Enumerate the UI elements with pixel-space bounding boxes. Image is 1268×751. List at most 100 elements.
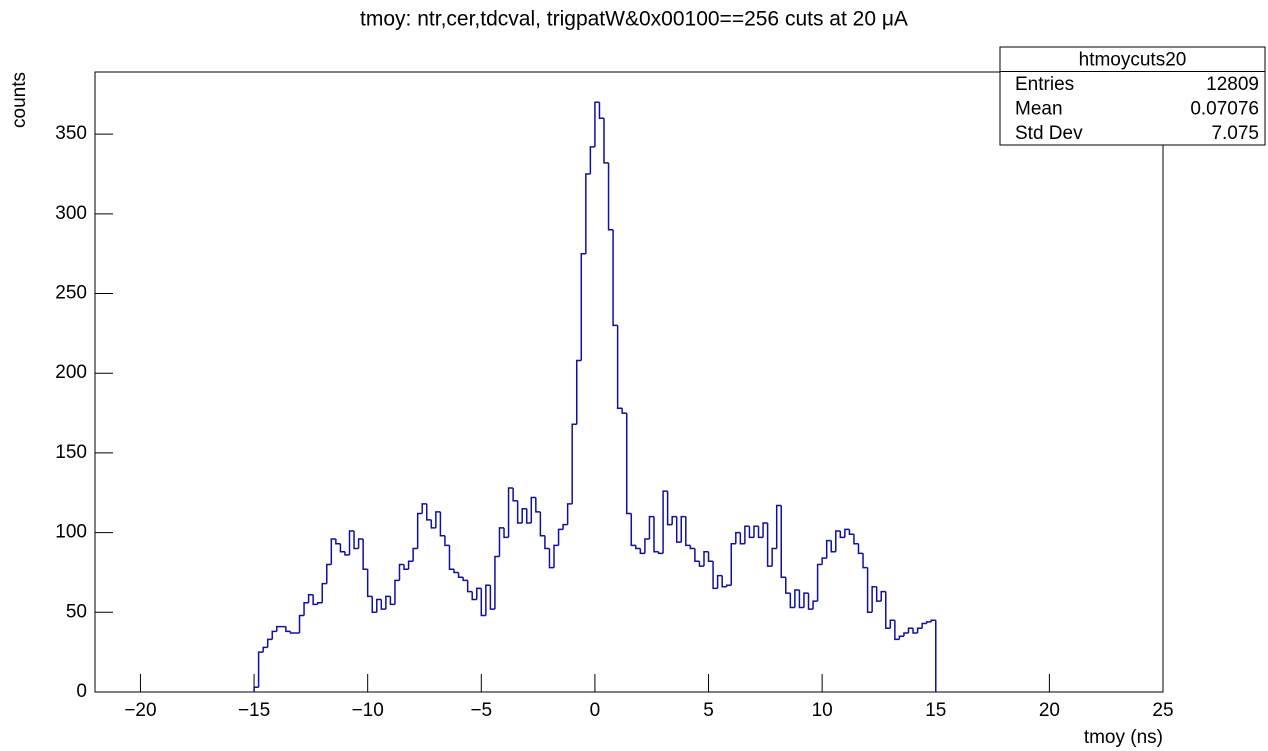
histogram-bin xyxy=(394,579,400,605)
y-tick-label: 100 xyxy=(55,522,87,543)
histogram-bin xyxy=(644,538,650,554)
histogram-bin xyxy=(535,497,541,513)
histogram-bin xyxy=(844,528,850,538)
histogram-bin xyxy=(639,548,645,555)
histogram-bin xyxy=(607,162,614,231)
histogram-bin xyxy=(685,516,691,547)
histogram-bin xyxy=(330,538,336,565)
histogram-bin xyxy=(762,522,768,538)
histogram-bin xyxy=(271,630,277,640)
histogram-bin xyxy=(898,635,904,640)
y-tick-label: 50 xyxy=(66,601,87,622)
histogram-bin xyxy=(698,561,704,567)
histogram-bin xyxy=(671,515,677,525)
y-axis-title: counts xyxy=(9,72,30,128)
histogram-bin xyxy=(603,118,609,164)
histogram-bin xyxy=(907,627,914,634)
x-tick-label: 5 xyxy=(703,700,714,721)
histogram-bin xyxy=(675,516,682,543)
histogram-bin xyxy=(466,580,473,593)
histogram-bin xyxy=(303,601,309,616)
histogram-bin xyxy=(507,487,514,538)
histogram-bin xyxy=(857,543,864,555)
stats-value: 7.075 xyxy=(1211,123,1259,144)
histogram-bin xyxy=(421,503,427,514)
histogram-bin xyxy=(680,515,686,543)
x-tick-label: −5 xyxy=(470,700,492,721)
histogram-bin xyxy=(376,598,382,613)
histogram-bin xyxy=(462,577,468,582)
histogram-bin xyxy=(930,619,936,622)
histogram-bin xyxy=(489,585,495,610)
histogram-bin xyxy=(525,508,532,524)
histogram-bin xyxy=(344,551,350,556)
histogram-bin xyxy=(866,567,873,614)
histogram-bin xyxy=(553,544,559,568)
histogram-bin xyxy=(875,586,882,602)
y-tick-label: 250 xyxy=(55,283,87,304)
histogram-bin xyxy=(348,530,355,555)
histogram-bin xyxy=(321,582,327,603)
histogram-bin xyxy=(385,595,391,610)
histogram-bin xyxy=(357,538,364,549)
histogram-bin xyxy=(444,535,450,547)
histogram-bin xyxy=(835,530,841,552)
histogram-bin xyxy=(912,628,918,634)
histogram-bin xyxy=(312,594,318,606)
histogram-bin xyxy=(389,596,395,606)
histogram-bin xyxy=(657,551,664,555)
histogram-bin xyxy=(407,560,414,570)
histogram-bin xyxy=(366,569,373,598)
histogram-bin xyxy=(716,574,723,589)
histogram-bin xyxy=(616,325,623,410)
histogram-bin xyxy=(880,590,886,602)
histogram-bin xyxy=(630,513,636,547)
histogram-bin xyxy=(516,500,523,524)
histogram-bin xyxy=(785,577,791,594)
histogram-bin xyxy=(830,540,836,553)
histogram-bin xyxy=(885,591,891,629)
histogram-bin xyxy=(689,545,695,550)
histogram-bin xyxy=(307,594,314,603)
histogram-bin xyxy=(298,614,305,634)
histogram-bin xyxy=(557,528,564,546)
histogram-bin xyxy=(848,529,854,535)
histogram-bin xyxy=(435,511,441,528)
histogram-bin xyxy=(571,423,577,504)
histogram-bin xyxy=(266,638,273,648)
x-tick-label: 15 xyxy=(925,700,946,721)
chart-title: tmoy: ntr,cer,tdcval, trigpatW&0x00100==… xyxy=(360,8,908,31)
histogram-bin xyxy=(326,563,332,584)
y-tick-label: 350 xyxy=(55,123,87,144)
histogram-bin xyxy=(566,503,573,525)
histogram-bin xyxy=(862,553,868,569)
histogram-bin xyxy=(585,173,591,254)
histogram-bin xyxy=(253,686,259,692)
histogram-bin xyxy=(612,229,618,327)
histogram-bin xyxy=(257,651,264,688)
histogram-bin xyxy=(471,591,477,601)
histogram-bin xyxy=(803,592,809,608)
histogram-bin xyxy=(335,538,341,545)
histogram-bin xyxy=(757,526,764,539)
stats-value: 12809 xyxy=(1206,74,1259,95)
histogram-bin xyxy=(703,550,709,567)
histogram-bin xyxy=(548,548,555,569)
histogram-bin xyxy=(662,490,668,554)
stats-label: Std Dev xyxy=(1015,123,1083,144)
histogram-bin xyxy=(735,531,741,544)
histogram-bin xyxy=(430,519,436,529)
histogram-bin xyxy=(812,600,818,610)
histogram-bin xyxy=(725,584,732,587)
histogram-bin xyxy=(594,101,600,147)
histogram-bin xyxy=(825,539,832,559)
histogram-bin xyxy=(371,596,377,614)
histogram-bin xyxy=(794,589,800,608)
x-tick-label: 25 xyxy=(1152,700,1173,721)
histogram-bin xyxy=(398,563,405,581)
histogram-bin xyxy=(426,503,432,521)
histogram-bin xyxy=(780,505,786,578)
histogram-bin xyxy=(707,551,714,563)
histogram-bin xyxy=(694,548,700,563)
